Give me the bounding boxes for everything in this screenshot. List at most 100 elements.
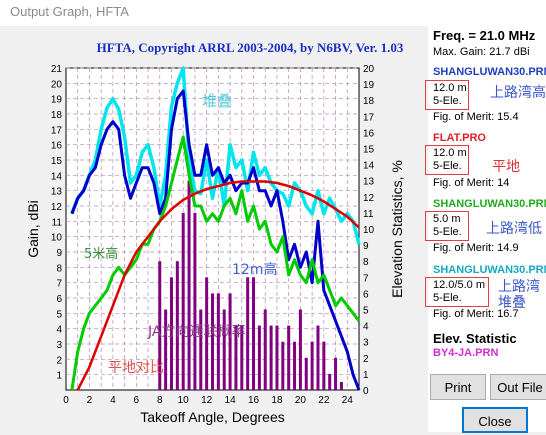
y-right-tick-label: 11 — [363, 209, 374, 220]
plot-area: HFTA, Copyright ARRL 2003-2004, by N6BV,… — [0, 26, 428, 432]
y-left-tick-label: 7 — [56, 279, 62, 290]
chart-annotation-3: 12m高 — [232, 261, 277, 278]
x-tick-label: 0 — [63, 395, 69, 406]
y-right-tick-label: 5 — [363, 306, 369, 317]
elevation-bar — [216, 293, 220, 390]
entry-1-cn-label: 上路湾高 — [490, 84, 546, 100]
entry-1-highlight-box — [425, 80, 469, 110]
y-left-tick-label: 15 — [51, 156, 63, 167]
gain-chart: HFTA, Copyright ARRL 2003-2004, by N6BV,… — [25, 40, 405, 425]
elev-statistic-file: BY4-JA.PRN — [433, 347, 499, 359]
y-left-tick-label: 21 — [51, 64, 63, 75]
output-file-button[interactable]: Out File — [490, 374, 546, 400]
entry-4-file: SHANGLUWAN30.PRN — [433, 264, 546, 276]
elevation-bar — [298, 309, 302, 390]
y-right-axis-label: Elevation Statistics, % — [389, 160, 405, 298]
chart-annotation-1: 堆叠 — [202, 92, 232, 110]
elevation-bar — [158, 261, 162, 390]
chart-annotation-2: 5米高 — [84, 246, 118, 262]
entry-4-height: 12.0/5.0 m — [433, 279, 485, 291]
elevation-bar — [234, 325, 238, 390]
elevation-bar — [316, 325, 320, 390]
y-right-tick-label: 8 — [363, 257, 369, 268]
y-right-tick-label: 20 — [363, 64, 375, 75]
elevation-bar — [310, 341, 314, 390]
x-axis-label: Takeoff Angle, Degrees — [140, 409, 285, 425]
info-panel: Freq. = 21.0 MHz Max. Gain: 21.7 dBi SHA… — [425, 26, 546, 433]
elevation-bar — [334, 357, 338, 390]
series-line-2 — [70, 89, 361, 391]
y-right-tick-label: 19 — [363, 80, 375, 91]
y-right-tick-label: 13 — [363, 177, 375, 188]
x-tick-label: 22 — [318, 395, 330, 406]
y-right-tick-label: 6 — [363, 289, 369, 300]
elevation-bar — [222, 309, 226, 390]
entry-3-height: 5.0 m — [433, 213, 461, 225]
y-left-tick-label: 9 — [56, 248, 62, 259]
elevation-bar — [257, 325, 261, 390]
y-right-tick-label: 7 — [363, 273, 369, 284]
entry-4-elements: 5-Ele. — [433, 292, 462, 304]
entry-4-merit: Fig. of Merit: 16.7 — [433, 308, 519, 320]
elevation-bar — [187, 180, 191, 390]
elevation-bar — [199, 309, 203, 390]
entry-1-file: SHANGLUWAN30.PRN — [433, 66, 546, 78]
y-left-axis-label: Gain, dBi — [25, 200, 41, 258]
chart-annotation-5: 平地对比 — [108, 360, 164, 376]
entry-1-elements: 5-Ele. — [433, 95, 462, 107]
entry-3-cn-label: 上路湾低 — [486, 220, 542, 236]
y-right-tick-label: 15 — [363, 145, 375, 156]
y-left-tick-label: 8 — [56, 263, 62, 274]
y-left-tick-label: 2 — [56, 355, 62, 366]
entry-4-highlight-box — [425, 277, 489, 307]
y-right-tick-label: 2 — [363, 354, 369, 365]
elevation-bar — [328, 373, 332, 390]
entry-2-elements: 5-Ele. — [433, 160, 462, 172]
x-tick-label: 18 — [271, 395, 283, 406]
elevation-bar — [228, 293, 232, 390]
elevation-bar — [193, 212, 197, 390]
entry-3-elements: 5-Ele. — [433, 226, 462, 238]
x-tick-label: 14 — [225, 395, 237, 406]
title-bar: Output Graph, HFTA — [0, 0, 546, 27]
y-right-tick-label: 4 — [363, 322, 369, 333]
elevation-bar — [287, 325, 291, 390]
elevation-bar — [240, 325, 244, 390]
y-right-tick-label: 1 — [363, 370, 369, 381]
elevation-bar — [175, 261, 179, 390]
x-tick-label: 10 — [178, 395, 190, 406]
x-tick-label: 6 — [134, 395, 140, 406]
y-left-tick-label: 5 — [56, 309, 62, 320]
y-left-tick-label: 4 — [56, 325, 62, 336]
elevation-bar — [322, 341, 326, 390]
y-left-tick-label: 10 — [51, 233, 63, 244]
entry-4-cn-label: 上路湾堆叠 — [498, 278, 540, 310]
elevation-bar — [252, 277, 256, 390]
y-left-tick-label: 11 — [52, 217, 63, 228]
y-left-tick-label: 12 — [51, 202, 63, 213]
y-right-tick-label: 9 — [363, 241, 369, 252]
entry-2-merit: Fig. of Merit: 14 — [433, 177, 510, 189]
elevation-bar — [263, 309, 267, 390]
y-right-tick-label: 3 — [363, 338, 369, 349]
elevation-bar — [211, 293, 214, 390]
entry-2-height: 12.0 m — [433, 147, 467, 159]
chart-annotation-4: JA方向通联概率 — [147, 323, 245, 340]
y-left-tick-label: 19 — [51, 95, 63, 106]
y-right-tick-label: 14 — [363, 161, 375, 172]
y-left-tick-label: 3 — [56, 340, 62, 351]
y-right-tick-label: 0 — [363, 386, 369, 397]
y-right-tick-label: 18 — [363, 96, 375, 107]
close-button[interactable]: Close — [462, 407, 528, 433]
series-line-3 — [70, 135, 361, 391]
x-tick-label: 4 — [110, 395, 116, 406]
x-tick-label: 16 — [248, 395, 260, 406]
x-tick-label: 8 — [157, 395, 163, 406]
series-line-4 — [76, 180, 360, 391]
y-left-tick-label: 18 — [51, 110, 63, 121]
entry-2-file: FLAT.PRO — [433, 132, 486, 144]
print-button[interactable]: Print — [430, 374, 486, 400]
entry-3-highlight-box — [425, 211, 469, 241]
y-right-tick-label: 10 — [363, 225, 375, 236]
x-tick-label: 24 — [342, 395, 354, 406]
